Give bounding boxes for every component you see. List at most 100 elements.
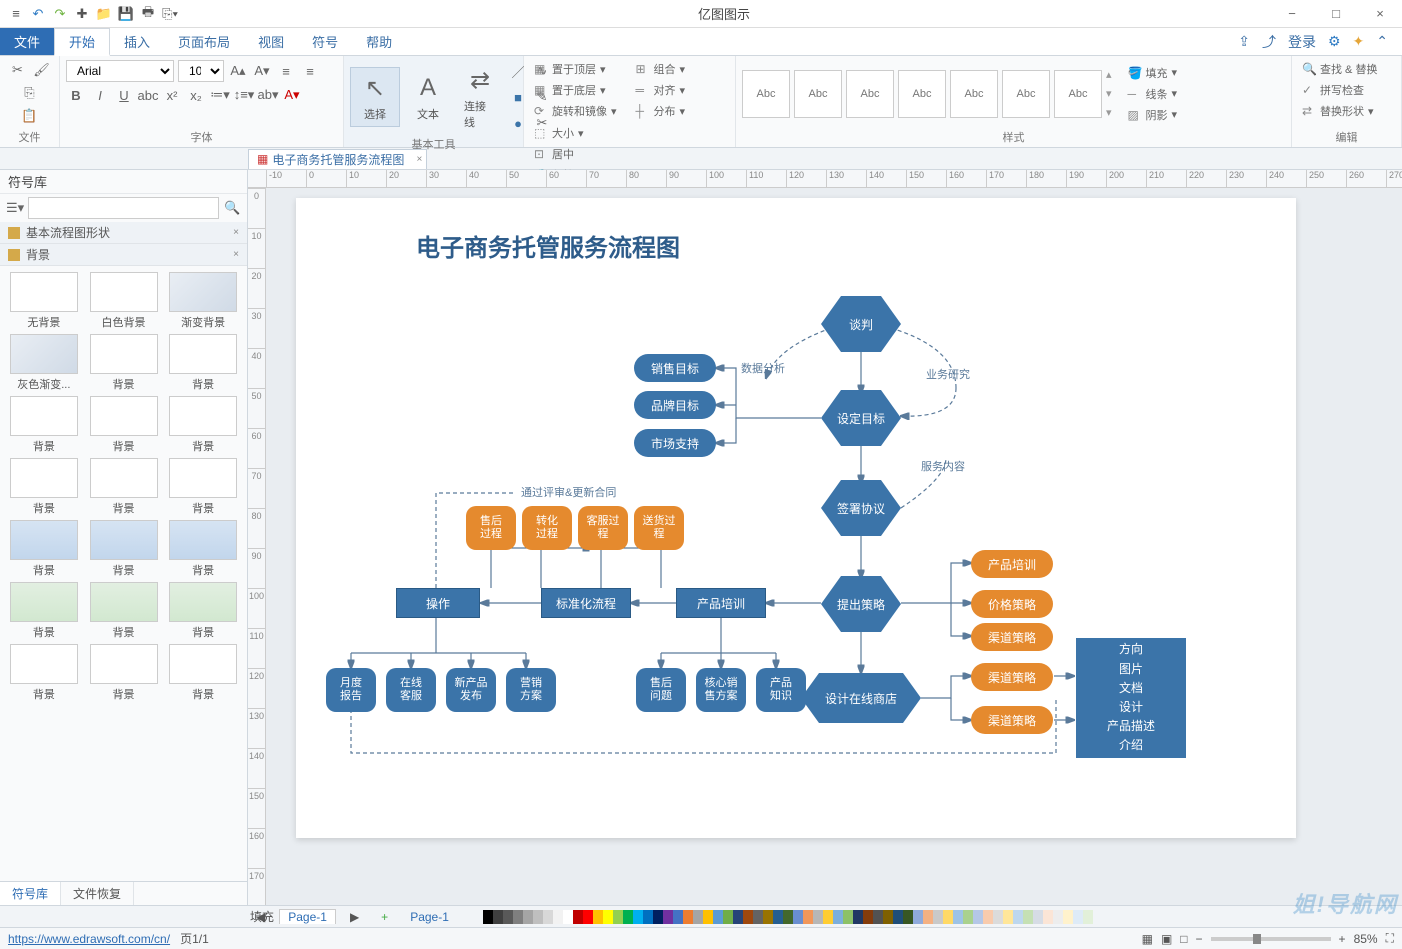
close-tab-icon[interactable]: × bbox=[417, 154, 423, 165]
library-item[interactable]: 背景 bbox=[165, 458, 241, 516]
select-tool[interactable]: ↖ 选择 bbox=[350, 67, 400, 127]
bullets-icon[interactable]: ≔▾ bbox=[210, 85, 230, 105]
zoom-in-icon[interactable]: + bbox=[1339, 932, 1346, 946]
font-family-select[interactable]: Arial bbox=[66, 60, 174, 82]
sidebar-category[interactable]: 背景× bbox=[0, 244, 247, 266]
node-pchannel[interactable]: 渠道策略 bbox=[971, 623, 1053, 651]
tab-view[interactable]: 视图 bbox=[244, 28, 298, 55]
node-after[interactable]: 售后 过程 bbox=[466, 506, 516, 550]
qat-redo-icon[interactable]: ↷ bbox=[52, 6, 68, 22]
qat-open-icon[interactable]: 📁 bbox=[96, 6, 112, 22]
bring-front[interactable]: ▦置于顶层 ▾ bbox=[530, 60, 628, 78]
replace-shape[interactable]: ⇄替换形状 ▾ bbox=[1298, 102, 1378, 120]
qat-save-icon[interactable]: 💾 bbox=[118, 6, 134, 22]
line-spacing-icon[interactable]: ↕≡▾ bbox=[234, 85, 254, 105]
find-replace[interactable]: 🔍查找 & 替换 bbox=[1298, 60, 1381, 78]
fill-menu[interactable]: 🪣填充 ▾ bbox=[1124, 64, 1182, 82]
styles-down-icon[interactable]: ▾ bbox=[1106, 87, 1112, 100]
library-item[interactable]: 无背景 bbox=[6, 272, 82, 330]
strike-icon[interactable]: abc bbox=[138, 85, 158, 105]
italic-icon[interactable]: I bbox=[90, 85, 110, 105]
paste-icon[interactable]: 📋 bbox=[20, 106, 40, 126]
document-tab[interactable]: ▦ 电子商务托管服务流程图 × bbox=[248, 149, 427, 169]
format-painter-icon[interactable]: 🖌 bbox=[32, 60, 52, 80]
collapse-icon[interactable]: × bbox=[233, 227, 239, 238]
node-sales-goal[interactable]: 销售目标 bbox=[634, 354, 716, 382]
page-tab[interactable]: Page-1 bbox=[279, 909, 336, 924]
shadow-menu[interactable]: ▨阴影 ▾ bbox=[1124, 106, 1182, 124]
highlight-icon[interactable]: ab▾ bbox=[258, 85, 278, 105]
add-page[interactable]: + bbox=[373, 910, 396, 924]
size[interactable]: ⬚大小 ▾ bbox=[530, 124, 729, 142]
node-big[interactable]: 方向图片文档设计产品描述介绍 bbox=[1076, 638, 1186, 758]
underline-icon[interactable]: U bbox=[114, 85, 134, 105]
decrease-font-icon[interactable]: A▾ bbox=[252, 61, 272, 81]
qat-new-icon[interactable]: ✚ bbox=[74, 6, 90, 22]
tab-pagelayout[interactable]: 页面布局 bbox=[164, 28, 244, 55]
library-item[interactable]: 背景 bbox=[86, 582, 162, 640]
collapse-ribbon-icon[interactable]: ⌃ bbox=[1376, 33, 1388, 50]
node-online[interactable]: 在线 客服 bbox=[386, 668, 436, 712]
library-item[interactable]: 背景 bbox=[86, 520, 162, 578]
style-swatch[interactable]: Abc bbox=[794, 70, 842, 118]
tab-help[interactable]: 帮助 bbox=[352, 28, 406, 55]
styles-more-icon[interactable]: ▾ bbox=[1106, 106, 1112, 119]
copy-icon[interactable]: ⎘ bbox=[20, 83, 40, 103]
view-mode-icon[interactable]: ▦ bbox=[1142, 932, 1153, 946]
group[interactable]: ⊞组合 ▾ bbox=[632, 60, 730, 78]
search-input[interactable] bbox=[28, 197, 219, 219]
rotate-flip[interactable]: ⟳旋转和镜像 ▾ bbox=[530, 102, 628, 120]
library-item[interactable]: 背景 bbox=[165, 396, 241, 454]
tab-home[interactable]: 开始 bbox=[54, 28, 110, 56]
library-item[interactable]: 背景 bbox=[6, 644, 82, 702]
zoom-slider[interactable] bbox=[1211, 937, 1331, 941]
node-newp[interactable]: 新产品 发布 bbox=[446, 668, 496, 712]
styles-up-icon[interactable]: ▴ bbox=[1106, 68, 1112, 81]
node-design[interactable]: 设计在线商店 bbox=[801, 673, 921, 723]
node-ship[interactable]: 送货过 程 bbox=[634, 506, 684, 550]
library-item[interactable]: 背景 bbox=[86, 644, 162, 702]
close-button[interactable]: × bbox=[1358, 0, 1402, 28]
connector-tool[interactable]: ⇄ 连接线 bbox=[456, 60, 504, 134]
share-icon[interactable]: ⇪ bbox=[1238, 33, 1250, 50]
sidebar-category[interactable]: 基本流程图形状× bbox=[0, 222, 247, 244]
tab-file[interactable]: 文件 bbox=[0, 28, 54, 55]
cut-icon[interactable]: ✂ bbox=[8, 60, 28, 80]
style-swatch[interactable]: Abc bbox=[898, 70, 946, 118]
node-std[interactable]: 标准化流程 bbox=[541, 588, 631, 618]
node-cs[interactable]: 客服过 程 bbox=[578, 506, 628, 550]
library-item[interactable]: 背景 bbox=[86, 396, 162, 454]
align[interactable]: ═对齐 ▾ bbox=[632, 81, 730, 99]
style-swatch[interactable]: Abc bbox=[1054, 70, 1102, 118]
superscript-icon[interactable]: x² bbox=[162, 85, 182, 105]
search-icon[interactable]: 🔍 bbox=[223, 198, 241, 218]
node-pprice[interactable]: 价格策略 bbox=[971, 590, 1053, 618]
qat-print-icon[interactable]: 🖶 bbox=[140, 6, 156, 22]
node-negotiate[interactable]: 谈判 bbox=[821, 296, 901, 352]
zoom-out-icon[interactable]: − bbox=[1196, 932, 1203, 946]
node-op[interactable]: 操作 bbox=[396, 588, 480, 618]
line-menu[interactable]: ─线条 ▾ bbox=[1124, 85, 1182, 103]
canvas-scroll[interactable]: 电子商务托管服务流程图 bbox=[266, 188, 1402, 905]
bold-icon[interactable]: B bbox=[66, 85, 86, 105]
node-sign[interactable]: 签署协议 bbox=[821, 480, 901, 536]
view-mode-icon[interactable]: □ bbox=[1180, 932, 1187, 946]
distribute[interactable]: ┼分布 ▾ bbox=[632, 102, 730, 120]
font-color-icon[interactable]: A▾ bbox=[282, 85, 302, 105]
tab-insert[interactable]: 插入 bbox=[110, 28, 164, 55]
subscript-icon[interactable]: x₂ bbox=[186, 85, 206, 105]
node-ptrain[interactable]: 产品培训 bbox=[971, 550, 1053, 578]
library-item[interactable]: 渐变背景 bbox=[165, 272, 241, 330]
style-swatch[interactable]: Abc bbox=[742, 70, 790, 118]
status-url[interactable]: https://www.edrawsoft.com/cn/ bbox=[8, 932, 170, 946]
library-item[interactable]: 背景 bbox=[6, 396, 82, 454]
node-c1[interactable]: 渠道策略 bbox=[971, 663, 1053, 691]
login-link[interactable]: 登录 bbox=[1288, 32, 1316, 52]
node-train[interactable]: 产品培训 bbox=[676, 588, 766, 618]
node-conv[interactable]: 转化 过程 bbox=[522, 506, 572, 550]
page[interactable]: 电子商务托管服务流程图 bbox=[296, 198, 1296, 838]
center[interactable]: ⊡居中 bbox=[530, 145, 729, 163]
qat-export-icon[interactable]: ⎘▾ bbox=[162, 6, 178, 22]
tab-symbol[interactable]: 符号 bbox=[298, 28, 352, 55]
node-monthly[interactable]: 月度 报告 bbox=[326, 668, 376, 712]
